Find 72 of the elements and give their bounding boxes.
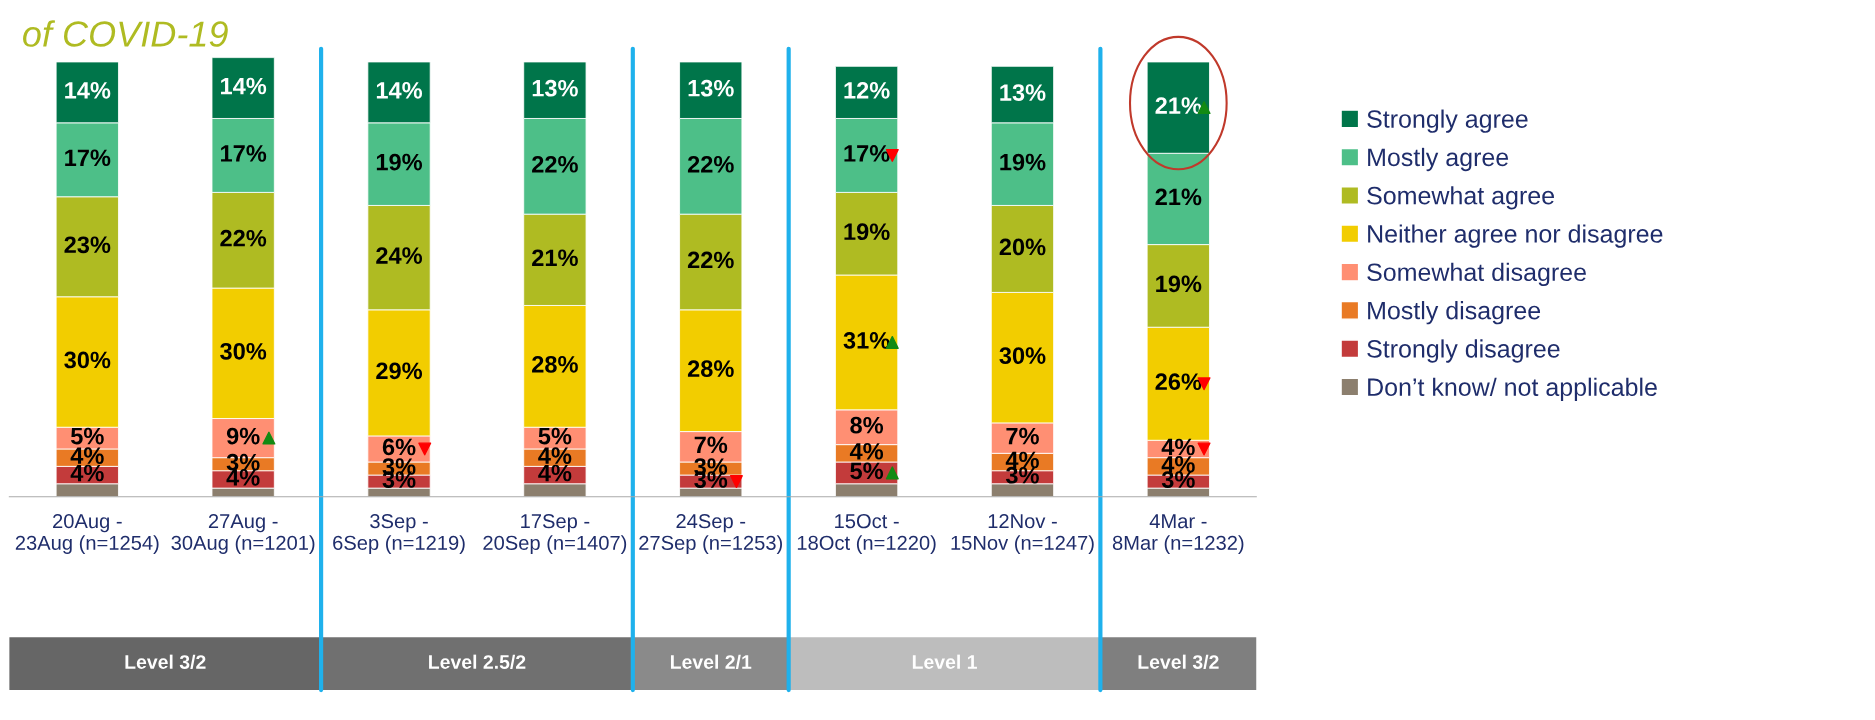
data-label: 19% bbox=[1000, 153, 1046, 171]
data-label: 22% bbox=[532, 155, 578, 173]
data-label: 19% bbox=[844, 223, 890, 241]
x-tick-label: 4Mar - 8Mar (n=1232) bbox=[1112, 514, 1244, 554]
text: Level 2/1 bbox=[670, 654, 752, 670]
data-label: 24% bbox=[376, 247, 423, 264]
chart-title: of COVID-19 bbox=[23, 20, 228, 47]
legend-label: Strongly agree bbox=[1367, 109, 1528, 133]
data-label: 14% bbox=[221, 77, 267, 95]
data-label: 23% bbox=[64, 236, 111, 254]
data-label: 6% bbox=[382, 438, 416, 456]
x-tick-label: 20Aug - 23Aug (n=1254) bbox=[15, 514, 159, 554]
data-label: 31% bbox=[843, 332, 890, 349]
data-label: 5% bbox=[850, 462, 884, 480]
data-label: 3% bbox=[1161, 471, 1195, 488]
x-tick-label: 27Aug - 30Aug (n=1201) bbox=[171, 514, 315, 554]
data-label: 9% bbox=[226, 427, 260, 445]
data-label: 22% bbox=[687, 155, 734, 173]
data-label: 4% bbox=[849, 442, 884, 460]
legend-label: Mostly disagree bbox=[1368, 301, 1541, 325]
data-label: 14% bbox=[65, 82, 111, 99]
legend-label: Strongly disagree bbox=[1367, 339, 1560, 363]
text: Level 3/2 bbox=[1138, 654, 1219, 670]
data-label: 17% bbox=[65, 149, 111, 167]
data-label: 22% bbox=[220, 229, 267, 247]
data-label: 17% bbox=[221, 145, 267, 162]
data-label: 4% bbox=[1161, 438, 1195, 456]
data-label: 3% bbox=[226, 453, 260, 471]
x-tick-label: 17Sep - 20Sep (n=1407) bbox=[483, 514, 627, 554]
data-label: 20% bbox=[999, 238, 1046, 256]
data-label: 21% bbox=[532, 249, 578, 267]
data-label: 4% bbox=[1161, 456, 1195, 473]
text: Level 3/2 bbox=[125, 654, 206, 670]
text: Level 2.5/2 bbox=[429, 654, 526, 670]
data-label: 7% bbox=[694, 436, 728, 454]
text: Level 1 bbox=[912, 654, 977, 669]
data-label: 4% bbox=[226, 469, 260, 486]
data-label: 8% bbox=[850, 416, 884, 434]
data-label: 4% bbox=[538, 447, 572, 464]
x-tick-label: 3Sep - 6Sep (n=1219) bbox=[333, 514, 465, 554]
data-label: 4% bbox=[70, 447, 104, 464]
data-label: 21% bbox=[1155, 188, 1202, 206]
data-label: 13% bbox=[532, 79, 578, 97]
legend-label: Mostly agree bbox=[1368, 147, 1509, 172]
data-label: 7% bbox=[1006, 427, 1039, 445]
data-label: 22% bbox=[687, 251, 734, 269]
x-tick-label: 24Sep - 27Sep (n=1253) bbox=[639, 514, 782, 554]
legend-label: Somewhat disagree bbox=[1367, 262, 1586, 287]
data-label: 13% bbox=[688, 79, 734, 97]
legend-label: Neither agree nor disagree bbox=[1368, 224, 1663, 248]
data-label: 5% bbox=[538, 427, 572, 445]
data-label: 19% bbox=[376, 153, 423, 171]
data-label: 14% bbox=[376, 82, 423, 99]
data-label: 30% bbox=[999, 347, 1046, 365]
data-label: 21% bbox=[1155, 97, 1202, 114]
data-label: 28% bbox=[532, 355, 578, 373]
data-label: 30% bbox=[64, 351, 111, 369]
data-label: 26% bbox=[1155, 373, 1202, 391]
data-label: 5% bbox=[70, 427, 104, 445]
x-tick-label: 15Oct - 18Oct (n=1220) bbox=[797, 514, 936, 554]
x-tick-label: 12Nov - 15Nov (n=1247) bbox=[951, 514, 1094, 554]
legend-label: Somewhat agree bbox=[1367, 186, 1554, 210]
legend-label: Don’t know/ not applicable bbox=[1368, 377, 1657, 401]
data-label: 28% bbox=[687, 360, 734, 378]
data-label: 29% bbox=[376, 362, 423, 380]
data-label: 17% bbox=[844, 145, 890, 162]
data-label: 4% bbox=[70, 464, 104, 482]
data-label: 13% bbox=[1000, 84, 1046, 101]
data-label: 4% bbox=[538, 464, 572, 482]
data-label: 12% bbox=[844, 82, 890, 99]
data-label: 30% bbox=[220, 342, 267, 360]
data-label: 19% bbox=[1156, 275, 1202, 293]
